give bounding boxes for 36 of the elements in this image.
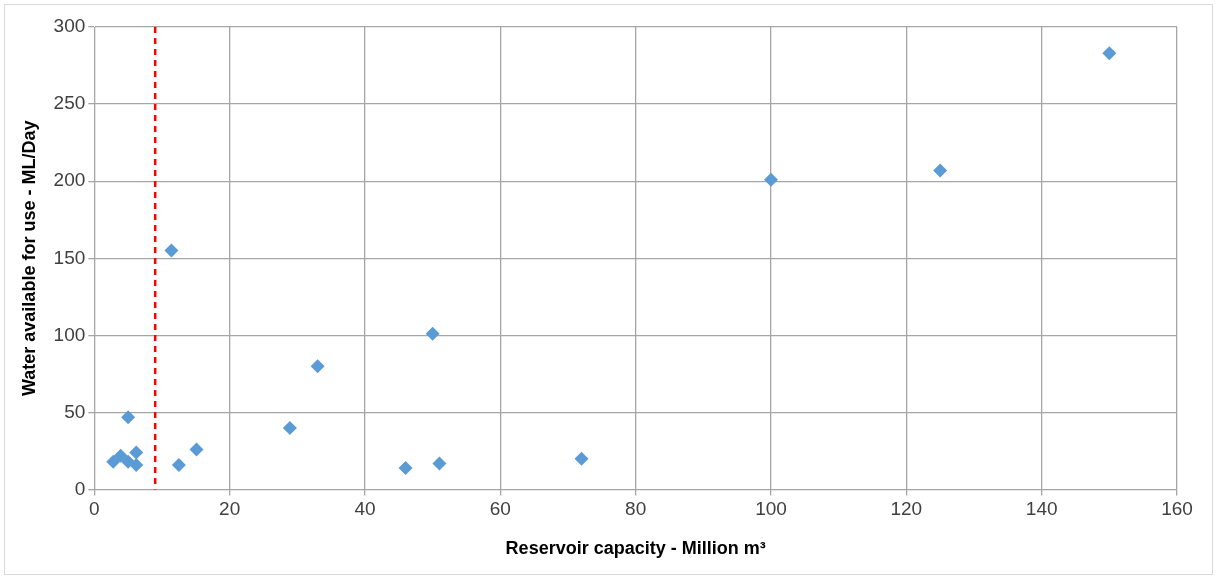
- point: [398, 461, 413, 476]
- point: [763, 172, 778, 187]
- point: [574, 451, 589, 466]
- x-tick-label: 40: [354, 498, 376, 520]
- point: [189, 442, 204, 457]
- y-tick-label: 50: [64, 400, 86, 422]
- y-tick-label: 200: [53, 169, 86, 191]
- x-tick-label: 0: [89, 498, 100, 520]
- point: [425, 326, 440, 341]
- point: [1102, 46, 1117, 61]
- y-tick-label: 250: [53, 92, 86, 114]
- x-tick-label: 140: [1025, 498, 1058, 520]
- x-tick-label: 60: [489, 498, 511, 520]
- point: [282, 420, 297, 435]
- point: [121, 410, 136, 425]
- y-tick-label: 300: [53, 15, 86, 37]
- y-tick-label: 100: [53, 323, 86, 345]
- y-axis-title: Water available for use - ML/Day: [18, 120, 39, 397]
- y-tick-label: 150: [53, 246, 86, 268]
- x-tick-label: 120: [890, 498, 923, 520]
- point: [113, 448, 128, 463]
- point: [310, 359, 325, 374]
- x-tick-label: 80: [625, 498, 647, 520]
- x-tick-label: 20: [219, 498, 241, 520]
- x-axis-title: Reservoir capacity - Million m³: [505, 538, 766, 559]
- point: [129, 457, 144, 472]
- x-tick-label: 100: [755, 498, 787, 520]
- point: [933, 163, 948, 178]
- point: [106, 454, 121, 469]
- x-tick-label: 160: [1161, 498, 1193, 520]
- point: [432, 456, 447, 471]
- point: [164, 243, 179, 258]
- point: [129, 445, 144, 460]
- point: [121, 454, 136, 469]
- y-tick-label: 0: [74, 477, 86, 499]
- point: [171, 457, 186, 472]
